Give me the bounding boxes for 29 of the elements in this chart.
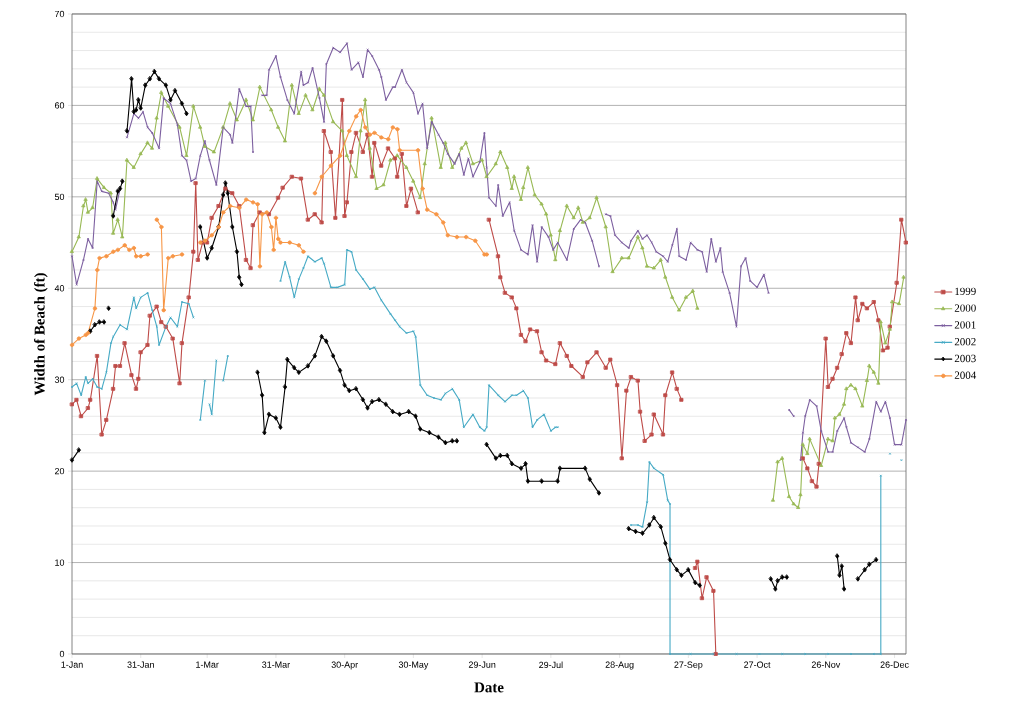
x-axis-title: Date xyxy=(474,682,504,693)
x-tick-label: 29-Jul xyxy=(539,661,563,669)
y-axis-title: Width of Beach (ft) xyxy=(33,273,48,396)
y-tick-label: 0 xyxy=(59,650,65,658)
y-tick-label: 20 xyxy=(54,467,65,475)
legend-label: 2004 xyxy=(954,371,977,379)
x-tick-label: 27-Oct xyxy=(744,661,771,668)
y-tick-label: 30 xyxy=(54,376,65,383)
x-tick-label: 27-Sep xyxy=(674,661,703,670)
legend-label: 2003 xyxy=(954,354,976,363)
y-tick-label: 70 xyxy=(54,10,65,18)
legend-label: 2000 xyxy=(954,304,976,312)
y-tick-label: 40 xyxy=(54,285,65,292)
x-tick-label: 29-Jun xyxy=(468,661,496,668)
x-tick-label: 28-Aug xyxy=(605,661,634,670)
legend-label: 1999 xyxy=(955,287,976,296)
legend-label: 2002 xyxy=(954,337,976,346)
x-tick-label: 26-Nov xyxy=(811,661,841,668)
x-tick-label: 31-Jan xyxy=(127,661,154,668)
legend-label: 2001 xyxy=(954,321,976,329)
x-tick-label: 30-Apr xyxy=(331,661,358,670)
y-tick-label: 60 xyxy=(54,102,65,109)
y-tick-label: 10 xyxy=(55,559,65,566)
x-tick-label: 31-Mar xyxy=(262,661,290,668)
x-tick-label: 30-May xyxy=(398,661,429,670)
y-tick-label: 50 xyxy=(54,193,65,201)
x-tick-label: 26-Dec xyxy=(880,661,909,668)
x-tick-label: 1-Jan xyxy=(61,661,83,668)
x-tick-label: 1-Mar xyxy=(196,661,219,668)
